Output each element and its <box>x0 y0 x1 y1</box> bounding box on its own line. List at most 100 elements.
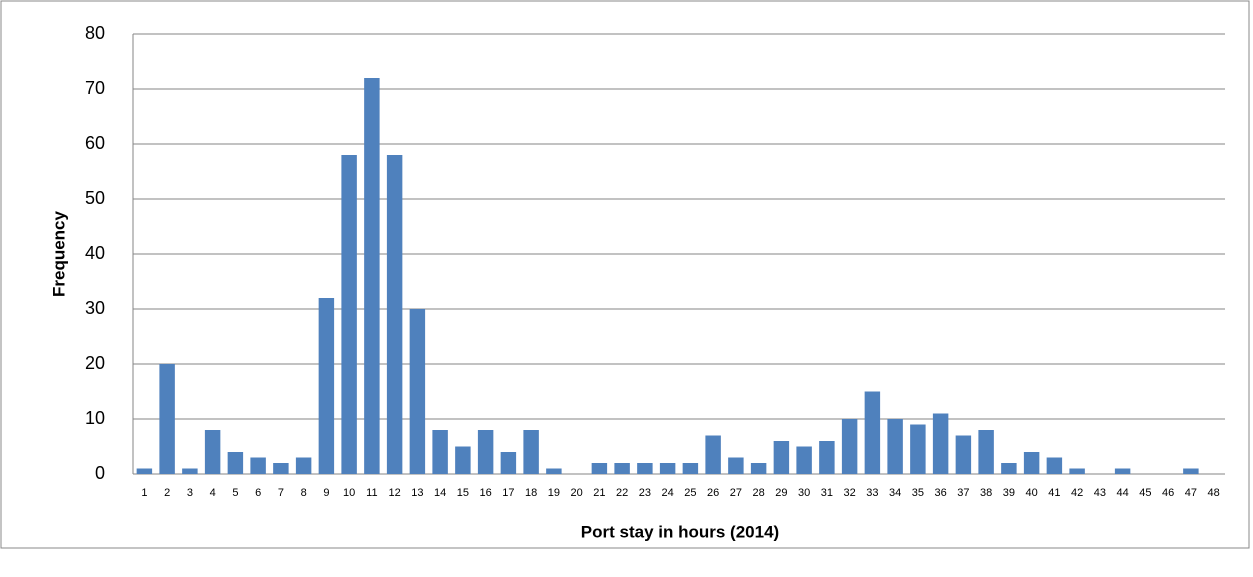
bar <box>910 424 926 474</box>
bar <box>932 413 949 474</box>
x-tick-label: 31 <box>821 487 833 499</box>
bar <box>477 430 494 474</box>
x-tick-label: 17 <box>502 487 514 499</box>
x-tick-label: 32 <box>844 487 856 499</box>
x-tick-label: 2 <box>164 487 170 499</box>
y-tick-label: 50 <box>85 188 105 208</box>
x-tick-label: 8 <box>301 487 307 499</box>
x-tick-label: 25 <box>684 487 696 499</box>
bar <box>1001 463 1017 474</box>
x-tick-label: 5 <box>232 487 238 499</box>
bar <box>705 435 721 474</box>
bar <box>295 457 312 474</box>
bar <box>364 78 380 474</box>
bar <box>182 468 198 474</box>
x-tick-label: 29 <box>775 487 787 499</box>
bar <box>682 463 699 474</box>
bar <box>728 457 744 474</box>
x-tick-label: 14 <box>434 487 446 499</box>
bar <box>978 430 994 474</box>
x-tick-label: 27 <box>730 487 742 499</box>
x-tick-label: 30 <box>798 487 810 499</box>
x-tick-label: 11 <box>366 487 377 499</box>
x-tick-label: 36 <box>935 487 947 499</box>
x-tick-label: 18 <box>525 487 537 499</box>
x-tick-label: 13 <box>411 487 423 499</box>
bar <box>1183 468 1199 474</box>
bar <box>136 468 153 474</box>
y-tick-label: 80 <box>85 23 105 43</box>
bar <box>546 468 562 474</box>
x-tick-label: 46 <box>1162 487 1174 499</box>
bar <box>159 364 175 474</box>
x-tick-label: 26 <box>707 487 719 499</box>
x-tick-label: 20 <box>571 487 583 499</box>
y-tick-label: 20 <box>85 353 105 373</box>
x-axis-title: Port stay in hours (2014) <box>581 522 779 541</box>
bar <box>796 446 812 474</box>
bar <box>1046 457 1063 474</box>
x-tick-label: 34 <box>889 487 901 499</box>
x-tick-label: 23 <box>639 487 651 499</box>
x-tick-label: 22 <box>616 487 628 499</box>
x-tick-label: 24 <box>662 487 674 499</box>
x-tick-label: 33 <box>866 487 878 499</box>
bar <box>409 309 426 474</box>
bar <box>250 457 266 474</box>
x-tick-label: 9 <box>323 487 329 499</box>
y-tick-label: 40 <box>85 243 105 263</box>
x-tick-label: 39 <box>1003 487 1015 499</box>
bar <box>864 391 881 474</box>
bar <box>204 430 221 474</box>
x-tick-label: 41 <box>1048 487 1060 499</box>
x-tick-label: 10 <box>343 487 355 499</box>
x-tick-label: 48 <box>1208 487 1220 499</box>
bar <box>1023 452 1040 474</box>
y-tick-label: 10 <box>85 408 105 428</box>
x-tick-label: 43 <box>1094 487 1106 499</box>
x-tick-label: 40 <box>1026 487 1038 499</box>
bar <box>659 463 676 474</box>
bar <box>386 155 403 474</box>
bar <box>591 463 608 474</box>
x-tick-label: 6 <box>255 487 261 499</box>
bar <box>955 435 972 474</box>
x-tick-label: 35 <box>912 487 924 499</box>
x-tick-label: 3 <box>187 487 193 499</box>
x-tick-label: 21 <box>593 487 605 499</box>
x-tick-label: 47 <box>1185 487 1197 499</box>
y-tick-label: 0 <box>95 463 105 483</box>
x-tick-label: 12 <box>389 487 401 499</box>
x-tick-label: 42 <box>1071 487 1083 499</box>
bar <box>637 463 653 474</box>
x-tick-label: 28 <box>753 487 765 499</box>
bar <box>773 441 790 474</box>
bar <box>500 452 517 474</box>
x-tick-label: 45 <box>1139 487 1151 499</box>
bar <box>614 463 630 474</box>
bar <box>819 441 835 474</box>
bar <box>273 463 289 474</box>
bar <box>318 298 335 474</box>
bar <box>341 155 357 474</box>
y-tick-label: 30 <box>85 298 105 318</box>
bar <box>1114 468 1131 474</box>
x-tick-label: 44 <box>1117 487 1129 499</box>
x-tick-label: 15 <box>457 487 469 499</box>
x-tick-label: 7 <box>278 487 284 499</box>
x-tick-label: 16 <box>480 487 492 499</box>
y-tick-label: 60 <box>85 133 105 153</box>
y-axis-title: Frequency <box>49 210 68 297</box>
x-tick-label: 38 <box>980 487 992 499</box>
bar <box>432 430 448 474</box>
bar <box>227 452 244 474</box>
bar <box>455 446 471 474</box>
x-tick-label: 1 <box>141 487 147 499</box>
x-tick-label: 19 <box>548 487 560 499</box>
bar <box>1069 468 1085 474</box>
bar <box>750 463 767 474</box>
bar <box>887 419 903 474</box>
y-tick-label: 70 <box>85 78 105 98</box>
